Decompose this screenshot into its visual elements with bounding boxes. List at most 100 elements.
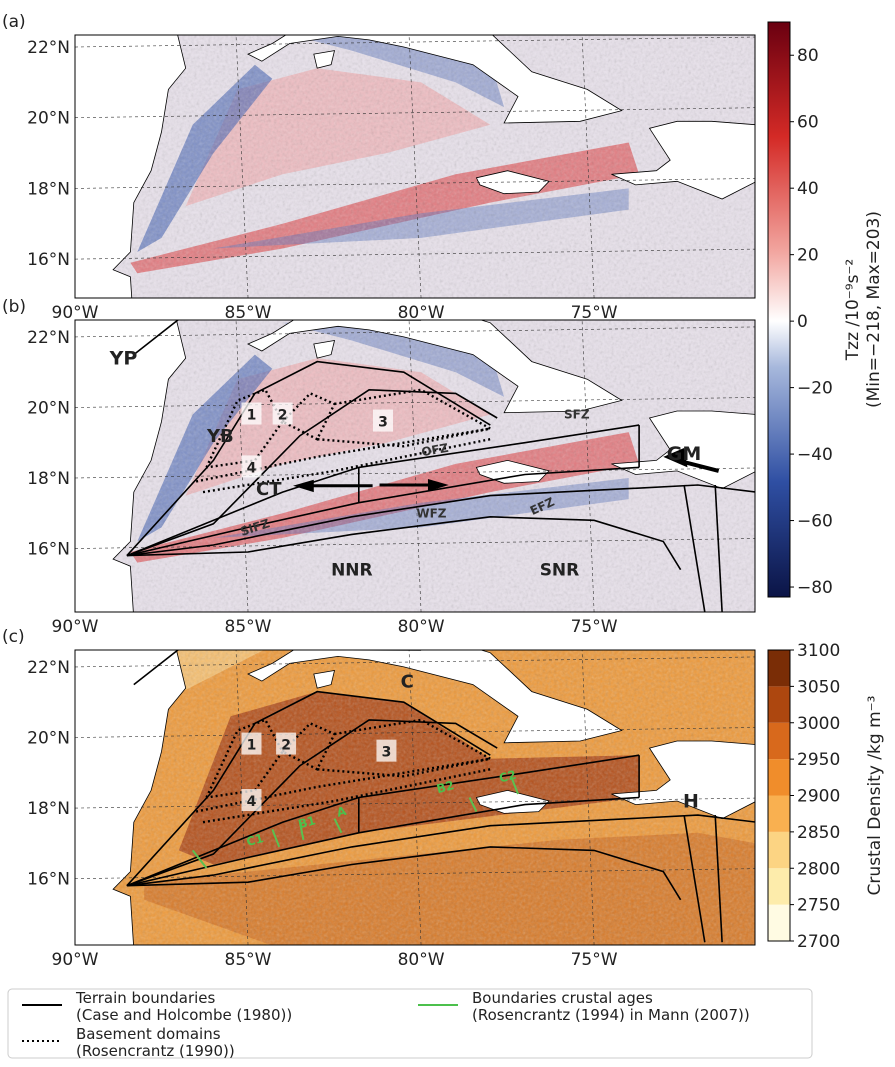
grid-line — [408, 320, 422, 612]
colorbar-bin — [768, 904, 790, 941]
colorbar-tick-label: 80 — [797, 46, 819, 66]
annotation: YB — [206, 426, 234, 447]
terrain-boundary — [714, 484, 723, 612]
annotation: OFZ — [420, 441, 449, 460]
grid-line — [75, 397, 755, 408]
x-tick-label: 75°W — [571, 303, 618, 323]
grid-line — [75, 178, 755, 189]
y-tick-label: 18°N — [27, 799, 70, 819]
grid-line — [75, 797, 755, 809]
grid-line — [75, 248, 755, 260]
domain-box — [376, 739, 397, 762]
annotation: 4 — [247, 794, 257, 810]
colorbar-ramp — [768, 22, 790, 597]
annotation: 1 — [247, 407, 257, 423]
x-tick-label: 80°W — [398, 617, 445, 637]
colorbar-label: Tzz /10⁻⁹s⁻² — [843, 259, 863, 361]
crustal-age-boundary — [468, 797, 478, 813]
y-tick-label: 18°N — [27, 179, 70, 199]
annotation: C — [401, 671, 414, 692]
domain-box — [241, 789, 262, 812]
x-tick-label: 85°W — [225, 617, 272, 637]
grid-line — [75, 868, 755, 879]
grid-line — [75, 36, 755, 48]
y-tick-label: 20°N — [27, 398, 70, 418]
terrain-boundary — [126, 515, 682, 571]
terrain-boundary — [683, 814, 706, 943]
x-tick-label: 85°W — [225, 950, 272, 970]
x-tick-label: 75°W — [571, 950, 618, 970]
terrain-boundary — [126, 360, 491, 557]
terrain-boundary — [714, 815, 723, 943]
grid-line — [75, 937, 76, 945]
colorbar: −80 −60 −40 −20 0 20 40 60 80 Tzz /10⁻⁹s⁻² (Min=−2… — [767, 21, 884, 598]
crustal-age-boundary — [271, 828, 281, 848]
colorbar-tick-label: −60 — [797, 512, 833, 532]
colorbar-bin — [768, 795, 790, 832]
colorbar-tick-label: 2750 — [797, 896, 840, 916]
legend-label: Terrain boundaries — [75, 989, 216, 1007]
panel-label: (b) — [2, 297, 26, 317]
colorbar-tick-label: 2950 — [797, 750, 840, 770]
annotation: B2 — [435, 778, 456, 796]
terrain-boundary — [126, 690, 491, 887]
grid-line — [75, 727, 755, 738]
arrow-head — [663, 448, 688, 468]
grid-line — [75, 604, 76, 612]
colorbar-tick-label: 2900 — [797, 787, 840, 807]
map-frame — [74, 34, 756, 299]
y-tick-label: 22°N — [27, 38, 70, 58]
land — [611, 120, 755, 200]
annotation: YP — [109, 348, 138, 370]
grid-line — [235, 35, 249, 298]
terrain-boundary — [126, 846, 682, 901]
annotation: NNR — [331, 561, 373, 581]
land — [247, 650, 623, 744]
crustal-age-boundary — [333, 818, 343, 834]
crustal-age-boundary — [510, 775, 519, 795]
colorbar-tick-label: 60 — [797, 113, 819, 133]
domain-box — [272, 402, 293, 425]
map-panel: 16°N 18°N 20°N 22°N 90°W 85°W 80°W 75°W (b) YP YB C… — [2, 297, 756, 637]
legend-label: (Rosencrantz (1990)) — [76, 1042, 235, 1060]
colorbar: 2700 2750 2800 2850 2900 2950 3000 3050 3100 Crus… — [767, 641, 885, 952]
grid-line — [581, 320, 595, 612]
grid-line — [235, 650, 249, 945]
terrain-boundary — [126, 388, 498, 557]
x-tick-label: 75°W — [571, 617, 618, 637]
colorbar-tick-label: 3050 — [797, 677, 840, 697]
map-content — [75, 35, 755, 298]
texture — [75, 35, 755, 298]
map-frame — [74, 319, 756, 613]
annotation: H — [683, 791, 699, 813]
grid-line — [75, 538, 755, 549]
land — [475, 459, 550, 484]
colorbar-bin — [768, 759, 790, 796]
annotation: C1 — [245, 831, 265, 849]
colorbar-tick-label: −20 — [797, 379, 833, 399]
land — [475, 789, 550, 814]
map-content — [75, 650, 755, 945]
spreading-arrow — [306, 483, 435, 488]
domain-box — [276, 732, 297, 755]
colorbar-tick-label: 2800 — [797, 859, 840, 879]
legend-label: Boundaries crustal ages — [472, 989, 653, 1007]
colorbar-tick-label: 3000 — [797, 714, 840, 734]
land — [313, 50, 336, 69]
colorbar-bin — [768, 722, 790, 760]
grid-line — [581, 35, 595, 298]
land — [313, 340, 336, 359]
terrain-boundary — [126, 814, 755, 887]
grid-line — [75, 656, 755, 668]
arrow-head — [293, 479, 314, 493]
colorbar-tick-label: −40 — [797, 445, 833, 465]
domain-box — [372, 409, 393, 432]
legend-label: Basement domains — [76, 1025, 221, 1043]
domain-box — [241, 732, 262, 755]
x-tick-label: 80°W — [398, 950, 445, 970]
map-panel: 16°N 18°N 20°N 22°N 90°W 85°W 80°W 75°W (a) — [2, 12, 756, 323]
colorbar-bin — [768, 868, 790, 905]
land — [247, 35, 623, 124]
annotation: SNR — [540, 561, 580, 581]
